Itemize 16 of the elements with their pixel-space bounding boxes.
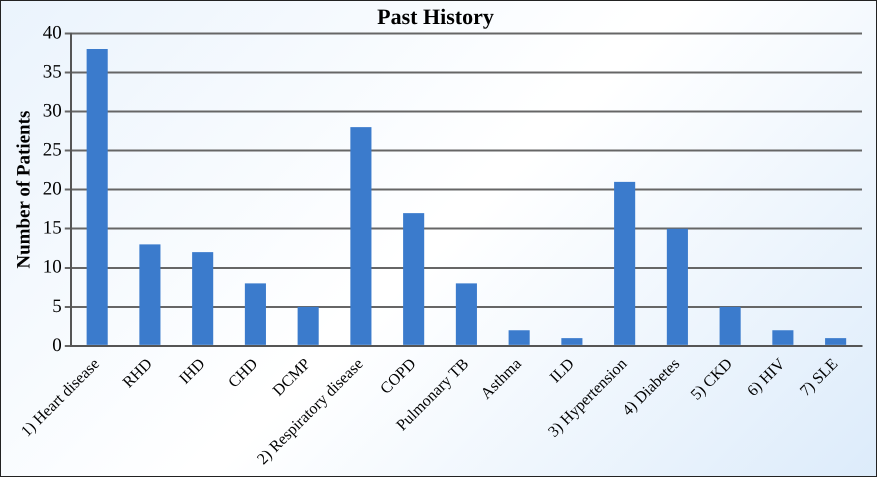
- y-tick-label: 40: [42, 22, 62, 44]
- x-tick-label: CHD: [225, 355, 262, 392]
- chart-title: Past History: [377, 4, 494, 29]
- y-tick-label: 20: [42, 178, 62, 200]
- y-tick-label: 15: [42, 218, 62, 239]
- y-tick-label: 5: [52, 296, 62, 317]
- y-tick-label: 0: [52, 334, 62, 356]
- x-tick-label: IHD: [176, 355, 208, 388]
- x-tick-label: 6) HIV: [744, 355, 789, 400]
- y-axis-title: Number of Patients: [13, 110, 34, 269]
- y-tick-label: 10: [42, 256, 62, 278]
- x-tick-label: 7) SLE: [797, 355, 842, 400]
- y-tick-label: 35: [42, 61, 62, 82]
- y-tick-label: 25: [42, 140, 62, 161]
- x-tick-label: 5) CKD: [688, 355, 736, 404]
- y-tick-label: 30: [42, 100, 62, 122]
